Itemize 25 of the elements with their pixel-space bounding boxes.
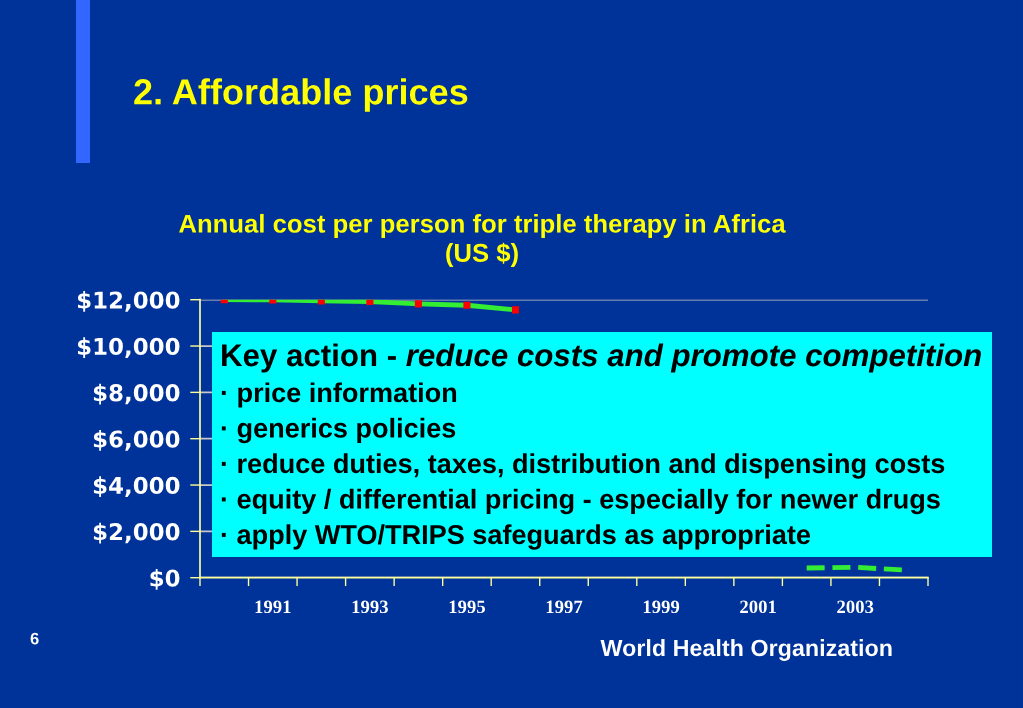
x-tick-label: 1995 xyxy=(449,600,485,614)
x-tick-label: 1999 xyxy=(643,600,680,614)
x-tick-label: 1991 xyxy=(255,600,291,614)
x-tick-label: 1997 xyxy=(546,600,583,614)
chart-subtitle: Annual cost per person for triple therapy in Africa (US $) xyxy=(179,213,786,268)
annotation: · equity / differential pricing - especially for newer drugs xyxy=(221,488,940,515)
text: 6 xyxy=(30,632,39,645)
y-tick-label: $10,000 xyxy=(77,337,180,359)
annotation: · price information xyxy=(221,382,457,408)
annotation: · reduce duties, taxes, distribution and dispensing costs xyxy=(221,453,945,479)
y-tick-label: $6,000 xyxy=(93,429,180,451)
y-tick-label: $8,000 xyxy=(93,383,180,405)
x-tick-label: 1993 xyxy=(352,600,388,614)
x-tick-label: 2001 xyxy=(740,600,776,614)
y-tick-label: $12,000 xyxy=(77,290,180,312)
annotation: · apply WTO/TRIPS safeguards as appropriate xyxy=(221,524,811,550)
annotation: Key action - xyxy=(222,343,396,373)
annotation: · generics policies xyxy=(221,417,456,444)
x-tick-label: 2003 xyxy=(837,600,874,614)
y-tick-label: $4,000 xyxy=(93,476,180,498)
chart-title: 2. Affordable prices xyxy=(134,78,468,112)
annotation: reduce costs and promote competition xyxy=(406,343,981,373)
text: World Health Organization xyxy=(600,639,892,661)
y-tick-label: $0 xyxy=(150,568,180,590)
y-tick-label: $2,000 xyxy=(93,522,180,544)
